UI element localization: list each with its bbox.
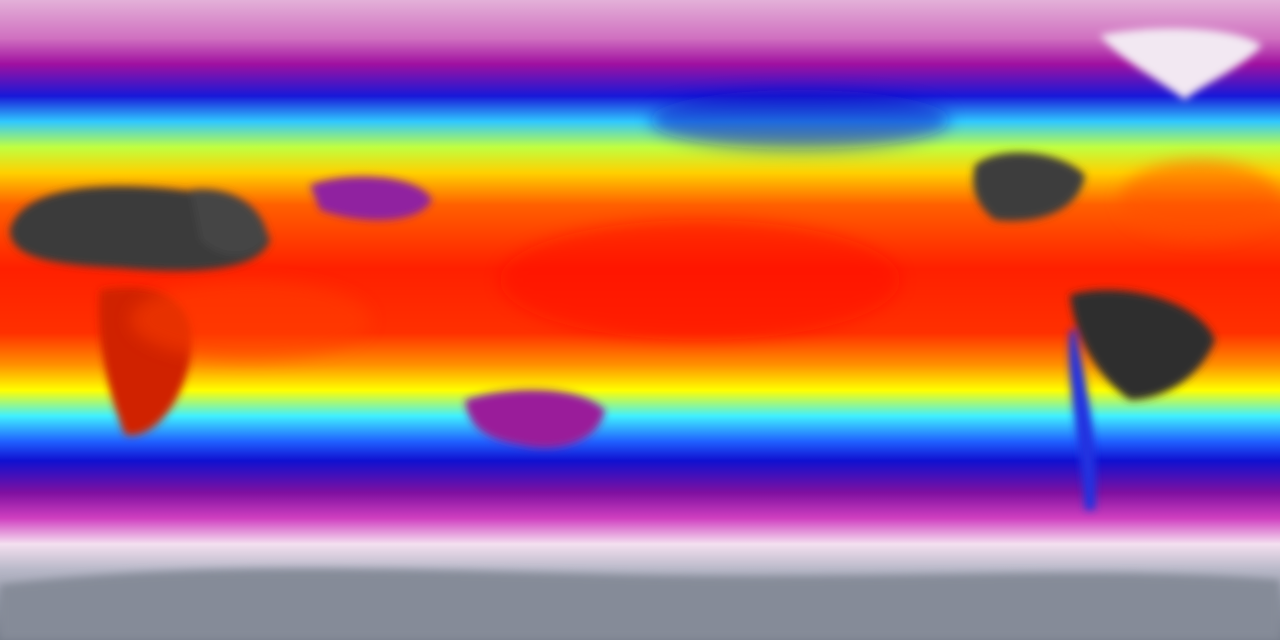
south-america xyxy=(1070,290,1215,400)
antarctica xyxy=(0,568,1280,640)
north-america xyxy=(973,152,1085,221)
greenland xyxy=(1100,28,1262,100)
land-masses xyxy=(0,28,1280,640)
andes xyxy=(1068,330,1096,510)
arabia xyxy=(190,189,268,256)
weather-streaks xyxy=(130,90,1280,360)
australia xyxy=(465,389,605,449)
tibetan-plateau xyxy=(310,176,432,221)
